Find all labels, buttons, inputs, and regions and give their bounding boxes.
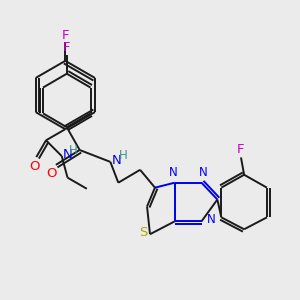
- Text: H: H: [119, 149, 128, 162]
- Text: N: N: [112, 154, 122, 167]
- Text: O: O: [46, 167, 57, 180]
- Text: N: N: [199, 166, 207, 179]
- Text: N: N: [207, 213, 216, 226]
- Text: S: S: [139, 226, 148, 239]
- Text: F: F: [63, 40, 70, 53]
- Text: H: H: [69, 144, 78, 157]
- Text: O: O: [30, 160, 40, 173]
- Text: F: F: [61, 28, 69, 41]
- Text: N: N: [63, 148, 73, 161]
- Text: F: F: [237, 143, 244, 156]
- Text: N: N: [169, 166, 178, 179]
